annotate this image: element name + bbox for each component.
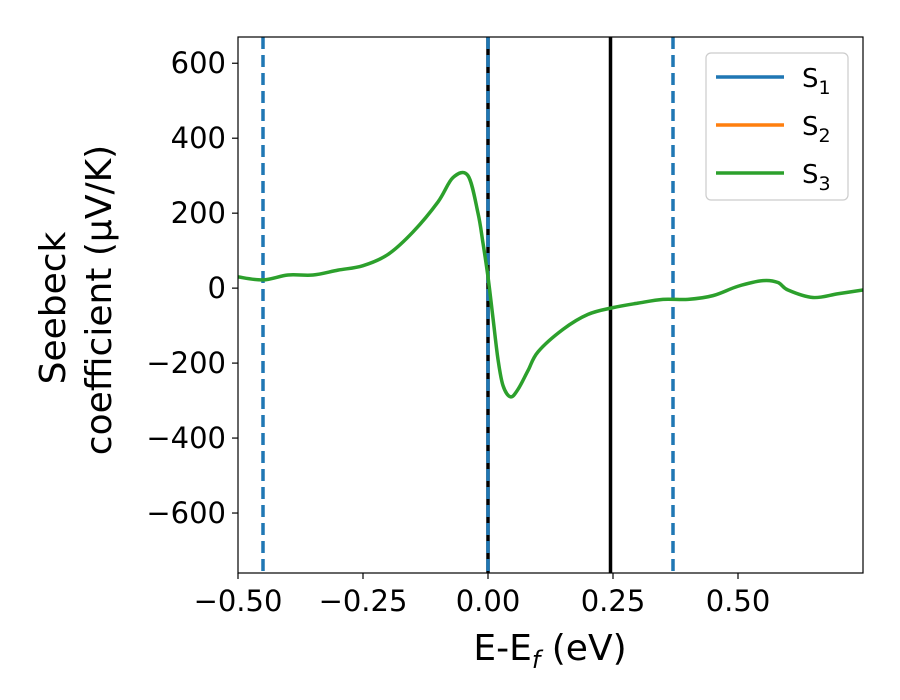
- x-axis-label: E-Ef (eV): [473, 628, 626, 674]
- y-tick-label: 400: [171, 121, 226, 155]
- legend-label: S3: [802, 160, 831, 195]
- legend-label: S2: [802, 112, 831, 147]
- y-tick-label: −200: [146, 346, 226, 380]
- plot-frame: [237, 36, 864, 574]
- series-line-S3: [238, 170, 863, 399]
- x-tick-label: −0.25: [319, 584, 408, 618]
- x-axis-ticks: −0.50 −0.25 0.00 0.25 0.50: [194, 573, 771, 618]
- x-tick-label: 0.25: [581, 584, 646, 618]
- y-tick-label: 200: [171, 196, 226, 230]
- y-tick-label: 0: [208, 271, 226, 305]
- y-axis-label-line1: Seebeck: [33, 231, 74, 384]
- y-tick-label: −400: [146, 421, 226, 455]
- legend: S1 S2 S3: [705, 52, 849, 201]
- x-tick-label: 0.50: [706, 584, 771, 618]
- plot-content: [238, 37, 863, 573]
- x-tick-label: −0.50: [194, 584, 283, 618]
- y-axis-label-line2: coefficient (μV/K): [79, 145, 120, 455]
- y-tick-label: −600: [146, 496, 226, 530]
- y-axis-ticks: 600 400 200 0 −200 −400 −600: [146, 46, 238, 530]
- legend-label: S1: [802, 64, 831, 99]
- y-tick-label: 600: [171, 46, 226, 80]
- x-tick-label: 0.00: [456, 584, 521, 618]
- y-axis-label: Seebeck coefficient (μV/K): [33, 145, 120, 455]
